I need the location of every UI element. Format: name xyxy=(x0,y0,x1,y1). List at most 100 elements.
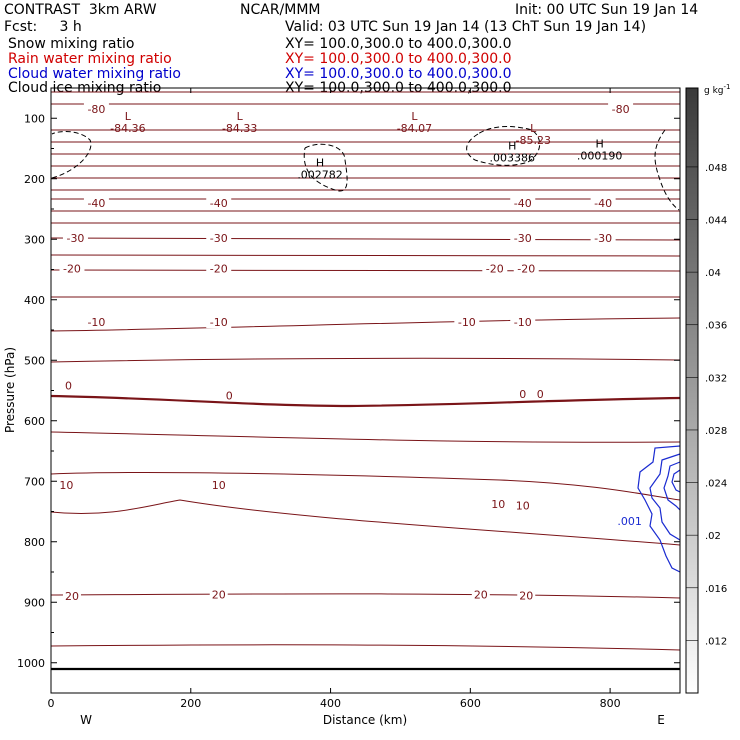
temperature-label: -30 xyxy=(514,232,532,245)
temperature-label-bg xyxy=(62,379,74,392)
colorbar-tick-label: .032 xyxy=(705,373,727,384)
x-tick-label: 0 xyxy=(48,697,55,710)
x-tick-label: 600 xyxy=(460,697,481,710)
y-tick-label: 800 xyxy=(24,536,45,549)
temperature-label: -30 xyxy=(66,232,84,245)
temperature-label-bg xyxy=(57,478,76,491)
colorbar-tick-label: .02 xyxy=(705,531,721,542)
temperature-label: 0 xyxy=(226,389,233,402)
extremum-symbol: L xyxy=(125,110,132,123)
temperature-label: -30 xyxy=(594,232,612,245)
temperature-label-bg xyxy=(489,498,508,511)
field-rain-name: Rain water mixing ratio xyxy=(8,51,172,67)
temperature-label: -80 xyxy=(612,103,630,116)
temperature-label-bg xyxy=(223,389,235,402)
field-rain-xy: XY= 100.0,300.0 to 400.0,300.0 xyxy=(285,51,512,67)
extremum-value: .003386 xyxy=(490,152,536,165)
temperature-label-bg xyxy=(517,388,529,401)
y-tick-label: 900 xyxy=(24,596,45,609)
x-axis-label: Distance (km) xyxy=(323,713,407,727)
cloud-water-labels: .001 xyxy=(617,515,642,528)
temperature-label-bg xyxy=(59,262,85,275)
y-tick-label: 1000 xyxy=(17,657,45,670)
temperature-label-bg xyxy=(83,196,109,209)
temperature-label-bg xyxy=(206,196,232,209)
colorbar-tick-label: .036 xyxy=(705,321,727,332)
temperature-label-bg xyxy=(209,588,228,601)
temperature-label: 10 xyxy=(59,479,73,492)
temperature-label-bg xyxy=(510,232,536,245)
y-tick-label: 700 xyxy=(24,475,45,488)
x-tick-label: 200 xyxy=(180,697,201,710)
temperature-label-bg xyxy=(62,232,88,245)
extremum-symbol: H xyxy=(508,140,516,153)
temperature-label-bg xyxy=(534,388,546,401)
temperature-label: -80 xyxy=(87,103,105,116)
cloud-water-contours xyxy=(637,445,681,573)
temperature-label-bg xyxy=(62,590,81,603)
temperature-label: -40 xyxy=(87,197,105,210)
temperature-label: 0 xyxy=(519,388,526,401)
temperature-labels: -80 -80-40 -40 -40 -40-30 -30 -30 -30-20 -20 -20-… xyxy=(57,103,634,603)
extremum-symbol: H xyxy=(595,137,603,150)
temperature-label-bg xyxy=(513,262,539,275)
temperature-label: -10 xyxy=(458,316,476,329)
temperature-label: 0 xyxy=(65,380,72,393)
y-tick-label: 400 xyxy=(24,294,45,307)
temperature-label: -20 xyxy=(63,262,81,275)
temperature-label-bg xyxy=(510,316,536,329)
temperature-label-bg xyxy=(510,196,536,209)
field-cloudwater-name: Cloud water mixing ratio xyxy=(8,66,181,82)
temperature-label: -20 xyxy=(517,262,535,275)
temperature-label: -20 xyxy=(210,262,228,275)
temperature-label-bg xyxy=(83,316,109,329)
colorbar xyxy=(685,87,699,694)
cloud-water-label: .001 xyxy=(617,515,642,528)
colorbar-units: g kg-1 xyxy=(704,83,730,96)
temperature-label: 10 xyxy=(491,498,505,511)
temperature-label: -30 xyxy=(210,232,228,245)
colorbar-ticks: .012 .016 .02 .024 .028 .032 .036 .04 .044 .048 xyxy=(686,163,727,647)
header-init: Init: 00 UTC Sun 19 Jan 14 xyxy=(515,2,699,18)
extremum-value: -84.36 xyxy=(110,122,145,135)
temperature-label: 20 xyxy=(65,590,79,603)
temperature-label-bg xyxy=(83,103,109,116)
temperature-label: 10 xyxy=(516,499,530,512)
extremum-value: -85.23 xyxy=(515,134,550,147)
temperature-label: -10 xyxy=(514,316,532,329)
y-tick-label: 200 xyxy=(24,173,45,186)
temperature-label: -40 xyxy=(594,197,612,210)
east-label: E xyxy=(657,713,665,727)
y-tick-label: 500 xyxy=(24,354,45,367)
field-cloudwater-xy: XY= 100.0,300.0 to 400.0,300.0 xyxy=(285,66,512,82)
header-valid: Valid: 03 UTC Sun 19 Jan 14 (13 ChT Sun … xyxy=(285,19,647,35)
freezing-level-line xyxy=(50,394,681,408)
temperature-label-bg xyxy=(482,262,508,275)
header-source: NCAR/MMM xyxy=(240,2,321,18)
colorbar-tick-label: .048 xyxy=(705,163,727,174)
temperature-label-bg xyxy=(206,232,232,245)
y-axis-label: Pressure (hPa) xyxy=(3,347,17,433)
x-tick-label: 800 xyxy=(600,697,621,710)
extremum-value: .002782 xyxy=(297,169,343,182)
temperature-label: 0 xyxy=(537,388,544,401)
colorbar-tick-label: .04 xyxy=(705,268,721,279)
temperature-label: 10 xyxy=(212,479,226,492)
x-tick-label: 400 xyxy=(320,697,341,710)
colorbar-units-text: g kg xyxy=(704,86,724,96)
extremum-symbol: L xyxy=(411,110,418,123)
temperature-label-bg xyxy=(209,478,228,491)
header-forecast: Fcst: 3 h xyxy=(4,19,82,35)
y-tick-label: 300 xyxy=(24,233,45,246)
x-axis: 0 200 400 600 800 xyxy=(48,88,621,710)
colorbar-units-exponent: -1 xyxy=(724,83,731,91)
extremum-symbol: L xyxy=(530,122,537,135)
temperature-label-bg xyxy=(206,262,232,275)
temperature-label: 20 xyxy=(212,588,226,601)
y-tick-label: 100 xyxy=(24,112,45,125)
temperature-label: 20 xyxy=(474,588,488,601)
cloud-ice-contours xyxy=(51,126,680,211)
extremum-value: -84.07 xyxy=(397,122,432,135)
temperature-label-bg xyxy=(590,196,616,209)
